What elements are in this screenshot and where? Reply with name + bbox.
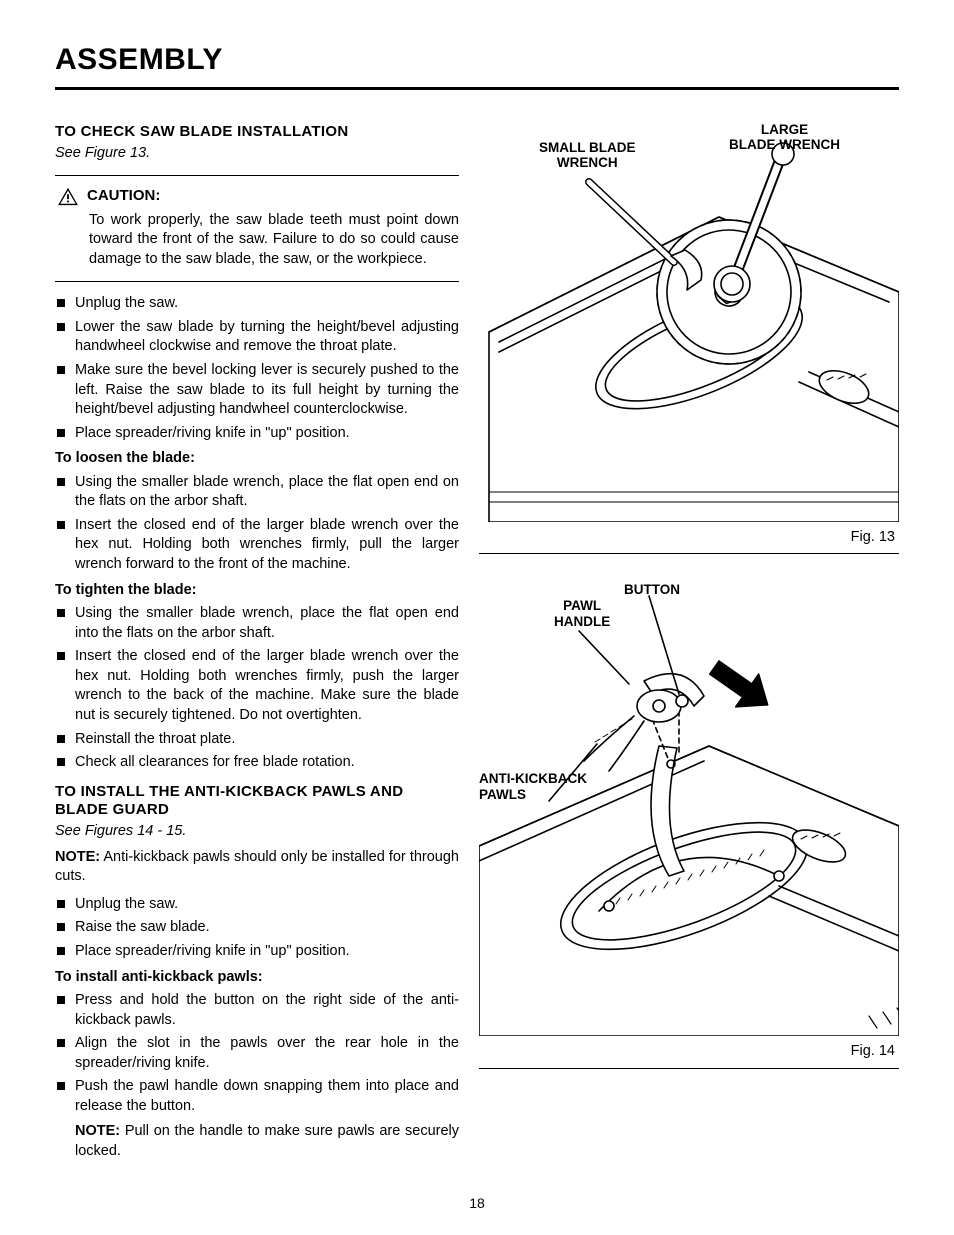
list-item: Insert the closed end of the larger blad… <box>55 647 459 725</box>
list-item: Raise the saw blade. <box>55 918 459 938</box>
figure-13: SMALL BLADEWRENCH LARGEBLADE WRENCH <box>479 122 899 555</box>
fig14-label-button: BUTTON <box>624 582 680 598</box>
fig14-label-anti-kickback: ANTI-KICKBACKPAWLS <box>479 771 587 802</box>
list-item: Check all clearances for free blade rota… <box>55 753 459 773</box>
page-title: ASSEMBLY <box>55 40 899 90</box>
warning-triangle-icon <box>57 187 79 206</box>
list-item: Using the smaller blade wrench, place th… <box>55 473 459 512</box>
section2-note2: NOTE: Pull on the handle to make sure pa… <box>55 1122 459 1161</box>
list-item: Make sure the bevel locking lever is sec… <box>55 361 459 420</box>
fig14-diagram <box>479 576 899 1036</box>
loosen-bullets: Using the smaller blade wrench, place th… <box>55 473 459 575</box>
section2-heading: TO INSTALL THE ANTI-KICKBACK PAWLS AND B… <box>55 783 459 821</box>
fig13-label-small-wrench: SMALL BLADEWRENCH <box>539 140 636 171</box>
note-text: Anti-kickback pawls should only be insta… <box>55 849 459 885</box>
list-item: Place spreader/riving knife in "up" posi… <box>55 424 459 444</box>
right-column: SMALL BLADEWRENCH LARGEBLADE WRENCH <box>479 122 899 1162</box>
note2-label: NOTE: <box>75 1123 120 1139</box>
install-bullets: Press and hold the button on the right s… <box>55 991 459 1116</box>
section2-note: NOTE: Anti-kickback pawls should only be… <box>55 848 459 887</box>
caution-header: CAUTION: <box>55 186 459 206</box>
note2-text: Pull on the handle to make sure pawls ar… <box>75 1123 459 1159</box>
fig13-label-large-wrench: LARGEBLADE WRENCH <box>729 122 840 153</box>
list-item: Reinstall the throat plate. <box>55 730 459 750</box>
list-item: Press and hold the button on the right s… <box>55 991 459 1030</box>
fig13-caption: Fig. 13 <box>479 528 899 548</box>
content-columns: TO CHECK SAW BLADE INSTALLATION See Figu… <box>55 122 899 1162</box>
section2-see-figure: See Figures 14 - 15. <box>55 822 459 842</box>
list-item: Lower the saw blade by turning the heigh… <box>55 318 459 357</box>
list-item: Unplug the saw. <box>55 294 459 314</box>
left-column: TO CHECK SAW BLADE INSTALLATION See Figu… <box>55 122 459 1162</box>
fig14-caption: Fig. 14 <box>479 1042 899 1062</box>
note-label: NOTE: <box>55 849 100 865</box>
section2-bullets: Unplug the saw. Raise the saw blade. Pla… <box>55 895 459 962</box>
caution-block: CAUTION: To work properly, the saw blade… <box>55 175 459 282</box>
list-item: Unplug the saw. <box>55 895 459 915</box>
loosen-heading: To loosen the blade: <box>55 449 459 469</box>
section1-see-figure: See Figure 13. <box>55 144 459 164</box>
list-item: Place spreader/riving knife in "up" posi… <box>55 942 459 962</box>
list-item: Push the pawl handle down snapping them … <box>55 1077 459 1116</box>
install-heading: To install anti-kickback pawls: <box>55 968 459 988</box>
tighten-bullets: Using the smaller blade wrench, place th… <box>55 604 459 773</box>
list-item: Using the smaller blade wrench, place th… <box>55 604 459 643</box>
list-item: Insert the closed end of the larger blad… <box>55 516 459 575</box>
fig14-label-pawl-handle: PAWLHANDLE <box>554 598 610 629</box>
figure-14: BUTTON PAWLHANDLE ANTI-KICKBACKPAWLS <box>479 576 899 1069</box>
tighten-heading: To tighten the blade: <box>55 581 459 601</box>
caution-label: CAUTION: <box>87 186 160 206</box>
list-item: Align the slot in the pawls over the rea… <box>55 1034 459 1073</box>
page-number: 18 <box>0 1194 954 1213</box>
section1-bullets: Unplug the saw. Lower the saw blade by t… <box>55 294 459 443</box>
caution-text: To work properly, the saw blade teeth mu… <box>55 211 459 270</box>
section1-heading: TO CHECK SAW BLADE INSTALLATION <box>55 122 459 142</box>
fig13-diagram <box>479 122 899 522</box>
